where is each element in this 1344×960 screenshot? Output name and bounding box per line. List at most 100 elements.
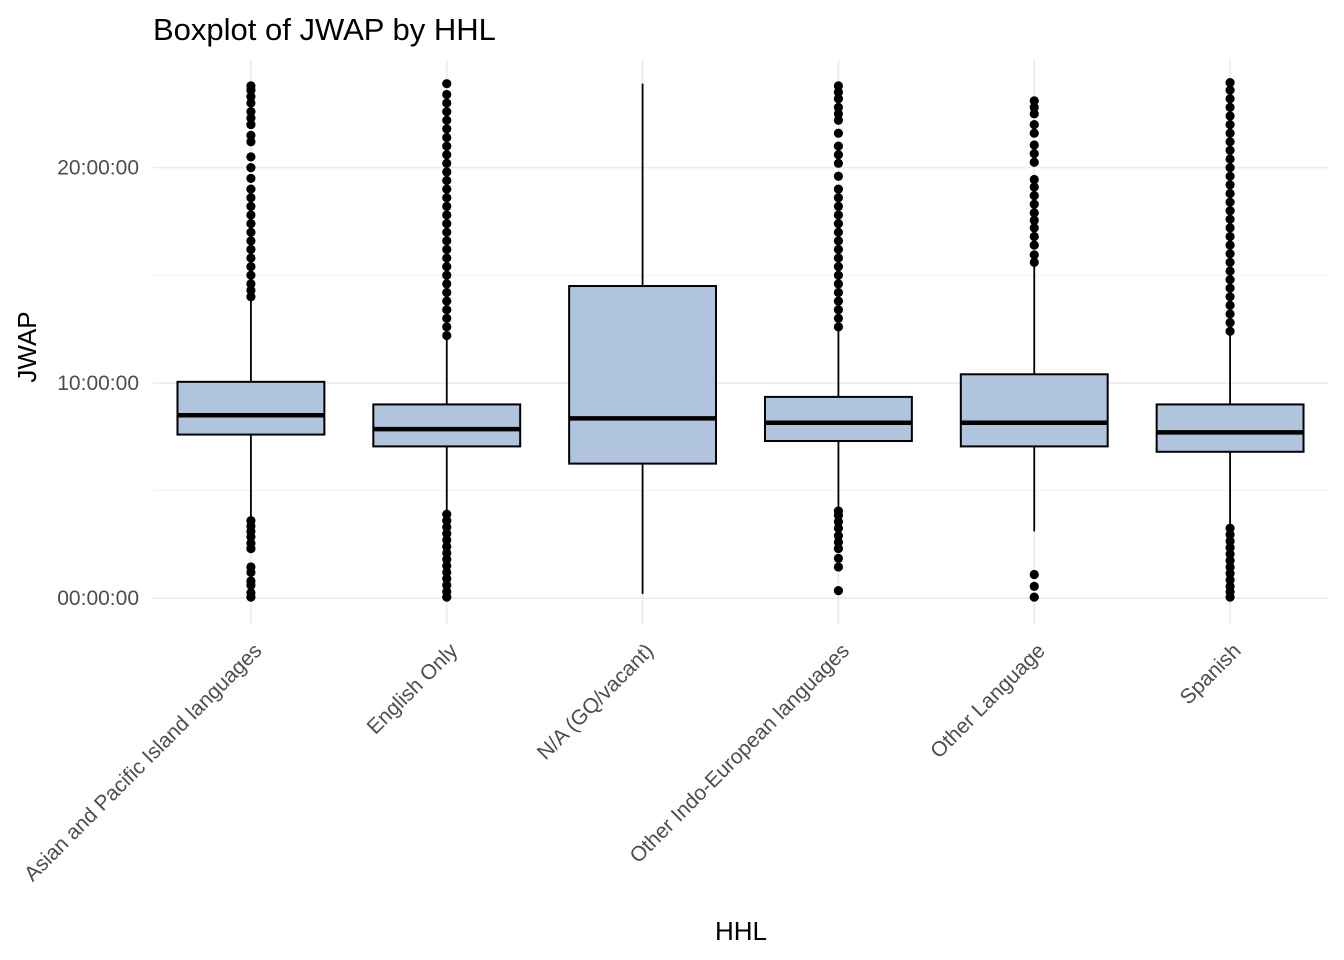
outlier-point [442, 522, 452, 532]
outlier-point [1225, 575, 1235, 585]
outlier-point [246, 173, 256, 183]
outlier-point [246, 227, 256, 237]
outlier-point [833, 171, 844, 181]
box-2 [568, 83, 718, 594]
outlier-point [1225, 171, 1235, 181]
outlier-point [246, 113, 256, 123]
outlier-point [1029, 119, 1039, 130]
box-1 [372, 79, 522, 602]
outlier-point [1225, 555, 1235, 566]
outlier-point [246, 588, 256, 598]
outlier-point [1225, 102, 1235, 112]
outlier-point [442, 548, 452, 558]
outlier-point [246, 130, 256, 140]
outlier-point [442, 528, 452, 539]
outlier-point [246, 285, 256, 295]
chart-title: Boxplot of JWAP by HHL [153, 12, 496, 47]
outlier-point [442, 270, 452, 280]
outlier-point [246, 236, 256, 246]
x-tick-label: Asian and Pacific Island languages [20, 639, 267, 886]
outlier-point [1029, 581, 1039, 591]
outlier-point [1225, 197, 1235, 207]
outlier-point [442, 330, 452, 341]
outlier-point [246, 163, 256, 173]
outlier-point [833, 201, 844, 211]
outlier-point [833, 270, 844, 280]
outlier-point [833, 236, 844, 246]
outlier-point [1029, 231, 1039, 242]
outlier-point [442, 236, 452, 246]
box-0 [176, 81, 326, 602]
outlier-point [246, 152, 256, 162]
outlier-point [1029, 208, 1039, 218]
outlier-point [246, 292, 256, 302]
outlier-point [442, 132, 452, 143]
outlier-point [442, 541, 452, 552]
outlier-point [1029, 215, 1039, 225]
outlier-point [246, 244, 256, 255]
x-tick-label: N/A (GQ/vacant) [533, 639, 658, 764]
box-4 [959, 96, 1109, 602]
outlier-point [1225, 119, 1235, 130]
outlier-point [442, 262, 452, 272]
outlier-point [1029, 128, 1039, 138]
outlier-point [833, 287, 844, 298]
outlier-point [833, 537, 844, 547]
outlier-point [1029, 102, 1039, 112]
outlier-point [833, 262, 844, 272]
outlier-point [1225, 85, 1235, 95]
outlier-point [442, 567, 452, 577]
outlier-point [442, 201, 452, 211]
outlier-point [246, 210, 256, 220]
outlier-point [442, 79, 452, 89]
outlier-point [833, 253, 844, 263]
outlier-point [1225, 523, 1235, 533]
outlier-point [1029, 257, 1039, 267]
outlier-point [833, 553, 844, 563]
outlier-point [442, 150, 452, 160]
outlier-point [442, 279, 452, 289]
outlier-point [442, 253, 452, 263]
outlier-point [246, 184, 256, 194]
y-tick-label: 00:00:00 [57, 587, 139, 610]
outlier-point [1225, 128, 1235, 138]
x-tick-label: Other Indo-European languages [626, 639, 854, 867]
outlier-point [442, 509, 452, 519]
box-iqr [568, 285, 718, 465]
outlier-point [833, 109, 844, 119]
outlier-point [1225, 206, 1235, 216]
x-axis-ticks: Asian and Pacific Island languages Englis… [20, 639, 1246, 886]
outlier-point [246, 91, 256, 102]
outlier-point [833, 94, 844, 104]
outlier-point [1225, 309, 1235, 319]
grid-lines [153, 60, 1328, 624]
y-axis-ticks: 00:00:00 10:00:00 20:00:00 [57, 157, 139, 611]
outlier-point [833, 279, 844, 289]
outlier-point [442, 313, 452, 323]
outlier-point [442, 554, 452, 565]
outlier-point [442, 244, 452, 255]
outlier-point [442, 227, 452, 237]
outlier-point [246, 98, 256, 108]
y-tick-label: 20:00:00 [57, 157, 139, 180]
outlier-point [833, 531, 844, 541]
outlier-point [833, 244, 844, 255]
outlier-point [442, 574, 452, 584]
outlier-point [442, 184, 452, 194]
outlier-point [442, 296, 452, 306]
outlier-point [1225, 94, 1235, 104]
outlier-point [442, 287, 452, 298]
outlier-point [1225, 562, 1235, 572]
outlier-point [442, 141, 452, 151]
outlier-point [1029, 109, 1039, 119]
outlier-point [833, 184, 844, 194]
outlier-point [442, 561, 452, 571]
outlier-point [442, 210, 452, 220]
outlier-point [1029, 191, 1039, 201]
outlier-point [833, 128, 844, 138]
outlier-point [1029, 569, 1039, 580]
outlier-point [1029, 157, 1039, 167]
outlier-point [1225, 137, 1235, 147]
outlier-point [246, 253, 256, 263]
